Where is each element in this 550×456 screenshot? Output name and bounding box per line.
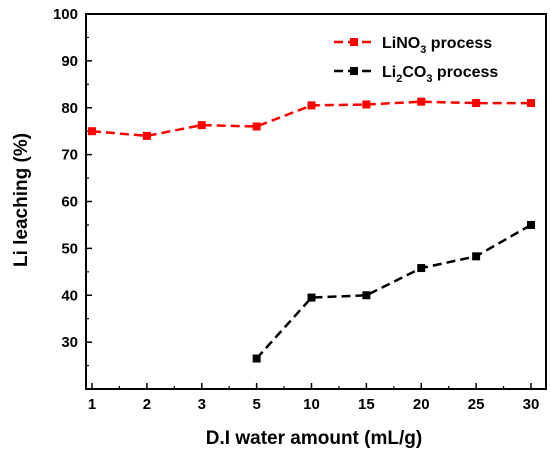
x-axis: 1 2 3 5 10 15 20 25 30 <box>88 383 540 413</box>
y-axis: 30 40 50 60 70 80 90 100 <box>53 6 92 367</box>
y-tick-label: 30 <box>61 334 78 351</box>
legend-label-lino3: LiNO3 process <box>382 35 492 56</box>
x-tick-label: 3 <box>198 396 206 413</box>
y-tick-label: 90 <box>61 53 78 70</box>
data-point <box>88 127 96 136</box>
data-point <box>362 100 371 109</box>
x-tick-label: 10 <box>303 396 320 413</box>
x-tick-label: 20 <box>413 396 430 413</box>
data-point <box>142 131 151 140</box>
data-point <box>527 99 535 108</box>
data-point <box>472 252 481 261</box>
data-point <box>472 99 481 108</box>
y-tick-label: 60 <box>61 194 78 211</box>
legend-item-lino3: LiNO3 process <box>334 35 492 56</box>
y-axis-title: Li leaching (%) <box>11 133 32 267</box>
series-line <box>255 223 532 360</box>
x-tick-label: 2 <box>143 396 151 413</box>
data-point <box>252 354 261 363</box>
x-tick-label: 25 <box>468 396 485 413</box>
data-point <box>362 291 371 300</box>
y-tick-label: 40 <box>61 287 78 304</box>
x-tick-label: 1 <box>88 396 96 413</box>
data-point <box>417 264 426 273</box>
data-point <box>417 97 426 106</box>
x-axis-title: D.I water amount (mL/g) <box>206 428 422 449</box>
x-tick-label: 5 <box>252 396 260 413</box>
y-tick-label: 50 <box>61 240 78 257</box>
x-tick-label: 15 <box>358 396 375 413</box>
data-point <box>197 121 206 130</box>
data-point <box>307 293 316 302</box>
data-point <box>252 122 261 131</box>
data-point <box>307 101 316 110</box>
legend: LiNO3 process Li2CO3 process <box>334 35 498 85</box>
y-tick-label: 100 <box>53 6 78 23</box>
y-tick-label: 70 <box>61 147 78 164</box>
legend-marker-lino3 <box>350 38 358 46</box>
series-layer <box>88 97 535 363</box>
y-tick-label: 80 <box>61 100 78 117</box>
data-point <box>527 220 535 229</box>
x-tick-label: 30 <box>523 396 540 413</box>
legend-marker-li2co3 <box>350 67 358 75</box>
legend-label-li2co3: Li2CO3 process <box>382 64 498 85</box>
legend-item-li2co3: Li2CO3 process <box>334 64 498 85</box>
